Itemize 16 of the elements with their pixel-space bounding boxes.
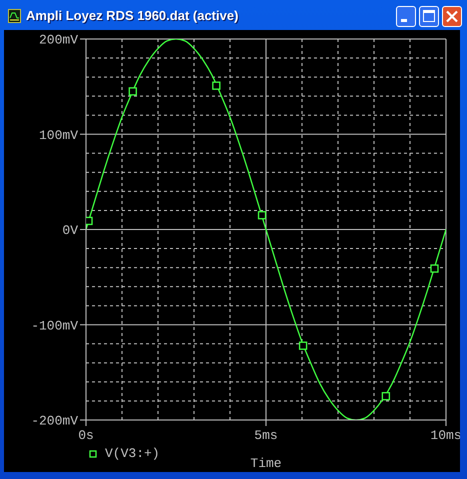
y-tick-label: 0V bbox=[62, 223, 78, 238]
point bbox=[430, 264, 439, 273]
y-tick-label: 100mV bbox=[38, 128, 78, 143]
x-axis-title: Time bbox=[250, 456, 282, 471]
point bbox=[128, 87, 137, 96]
legend-label: V(V3:+) bbox=[105, 446, 160, 461]
point bbox=[382, 392, 390, 400]
point bbox=[258, 211, 266, 220]
chart-title: Ampli Loyez RDS 1960.dat (active) bbox=[26, 7, 238, 25]
x-tick-label: 0s bbox=[78, 428, 94, 444]
y-tick-label: 200mV bbox=[38, 32, 78, 48]
y-tick-label: -100mV bbox=[31, 318, 78, 334]
point bbox=[212, 82, 220, 90]
x-tick-label: 5ms bbox=[254, 428, 278, 444]
point bbox=[298, 342, 308, 350]
y-tick-label: -200mV bbox=[31, 414, 78, 429]
